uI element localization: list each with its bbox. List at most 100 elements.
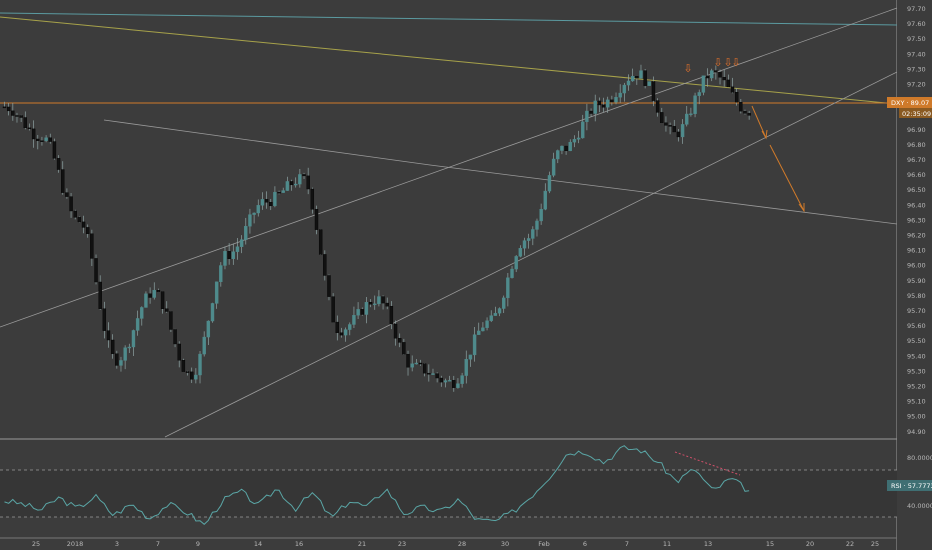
candle-bull — [556, 150, 560, 160]
candle-bear — [15, 115, 19, 117]
candle-bull — [256, 205, 260, 214]
candle-bear — [739, 102, 743, 112]
candle-bull — [526, 238, 531, 241]
candle-bull — [285, 181, 290, 191]
candle-bull — [502, 297, 506, 309]
candle-bull — [447, 380, 452, 382]
candle-bear — [169, 311, 173, 330]
candle-bear — [73, 210, 77, 218]
rsi-band — [0, 470, 897, 517]
candle-bear — [61, 169, 65, 193]
candle-bull — [373, 303, 377, 306]
candle-bull — [693, 95, 697, 114]
y-tick-label: 95.20 — [907, 383, 926, 391]
y-tick-label: 96.70 — [907, 156, 926, 164]
candle-bull — [152, 289, 156, 298]
candle-bear — [331, 296, 335, 323]
candle-bear — [393, 323, 398, 339]
candle-bull — [518, 248, 523, 257]
candle-bear — [189, 371, 194, 380]
candle-bull — [260, 199, 265, 206]
candle-bull — [119, 360, 123, 366]
candle-bull — [410, 363, 414, 368]
candle-bear — [323, 254, 327, 276]
candle-bear — [360, 309, 364, 315]
price-axis[interactable]: 97.7097.6097.5097.4097.3097.2097.1097.00… — [897, 0, 932, 550]
candle-bull — [522, 240, 527, 249]
candle-bear — [2, 106, 7, 109]
candle-bear — [589, 110, 593, 114]
y-tick-label: 95.30 — [907, 367, 926, 375]
y-tick-label: 95.60 — [907, 322, 926, 330]
x-tick-label: 20 — [806, 540, 814, 548]
candle-bear — [714, 70, 718, 73]
candle-bull — [231, 251, 236, 259]
candle-bull — [273, 191, 277, 207]
y-tick-label: 97.30 — [907, 65, 926, 73]
time-axis[interactable]: 25 2018 3 7 9 14 16 21 23 28 30 Feb 6 7 11 13 15 20 22 25 — [32, 540, 879, 548]
x-tick-label: 2018 — [67, 540, 84, 548]
candle-bull — [618, 92, 622, 98]
rsi-panel — [0, 445, 897, 525]
candle-bear — [227, 251, 231, 259]
candle-bull — [464, 359, 468, 376]
candle-bear — [743, 110, 747, 114]
candle-bear — [406, 353, 410, 368]
candle-bear — [19, 115, 23, 118]
candle-bear — [27, 127, 32, 130]
y-tick-label: 96.00 — [907, 262, 926, 270]
y-tick-label: 96.20 — [907, 232, 926, 240]
candle-bear — [610, 99, 614, 103]
candle-bull — [622, 84, 627, 94]
candle-bull — [352, 315, 356, 325]
candle-bear — [676, 131, 681, 138]
rsi-value-label: RSI · 57.7773 — [891, 482, 932, 490]
candle-bear — [102, 308, 107, 331]
x-tick-label: 21 — [358, 540, 366, 548]
x-tick-label: 3 — [115, 540, 119, 548]
candle-bull — [298, 174, 302, 185]
candle-bull — [514, 256, 518, 270]
candle-bear — [635, 75, 639, 79]
candle-bull — [697, 92, 701, 96]
y-tick-label: 95.00 — [907, 413, 926, 421]
rsi-level-label: 40.0000 — [907, 502, 932, 510]
candle-bear — [705, 75, 710, 79]
candle-bear — [335, 321, 339, 333]
candle-bear — [106, 330, 111, 341]
candle-bear — [402, 342, 406, 355]
candle-bull — [468, 354, 473, 360]
candle-bull — [248, 214, 252, 227]
x-tick-label: 6 — [583, 540, 587, 548]
candle-bull — [223, 251, 227, 266]
candle-bear — [564, 145, 568, 152]
channel-lower-line — [164, 71, 898, 438]
candle-bear — [651, 81, 656, 101]
candle-bull — [477, 330, 481, 335]
projection-arrow-head-1 — [761, 129, 768, 140]
y-tick-label: 95.10 — [907, 398, 926, 406]
candle-bear — [277, 191, 281, 194]
candle-bear — [94, 258, 98, 283]
down-marker: ⇩ — [713, 56, 722, 69]
candle-bull — [144, 293, 148, 308]
candle-bear — [314, 209, 319, 230]
candle-bull — [281, 190, 285, 193]
candle-bull — [481, 327, 485, 332]
candle-bear — [185, 371, 190, 373]
countdown-label: 02:35:09 — [902, 110, 931, 118]
candle-bull — [294, 183, 298, 186]
candle-bull — [614, 97, 618, 103]
value-tags: DXY · 89.07 02:35:09 RSI · 57.7773 — [887, 97, 932, 491]
candle-bull — [252, 212, 256, 215]
x-tick-label: 25 — [32, 540, 40, 548]
y-tick-label: 96.60 — [907, 171, 926, 179]
candle-bear — [81, 221, 86, 228]
rsi-line — [4, 445, 750, 525]
candle-bull — [210, 303, 215, 322]
last-price-tag — [887, 97, 932, 108]
candle-bull — [585, 110, 589, 123]
candle-bull — [506, 277, 510, 299]
candle-bull — [689, 113, 693, 115]
